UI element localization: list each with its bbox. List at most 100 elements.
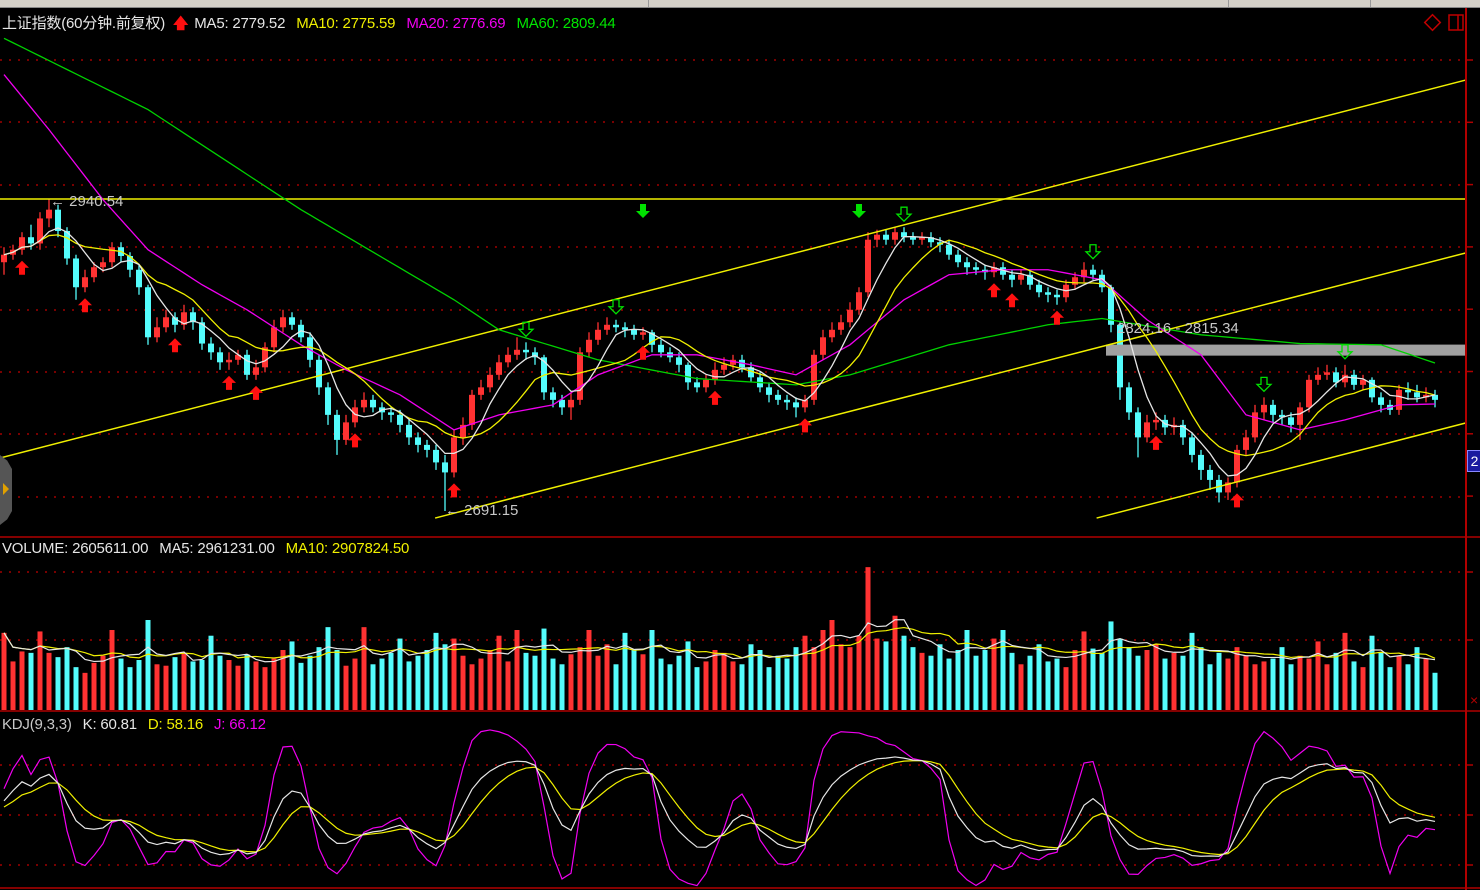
- candle-body: [766, 387, 772, 395]
- candle-body: [1045, 292, 1051, 295]
- candle-body: [730, 359, 736, 365]
- candle-body: [865, 239, 871, 293]
- candle: [262, 342, 268, 373]
- sell-hollow-arrow-icon: [895, 206, 913, 223]
- candle-body: [1225, 482, 1231, 493]
- volume-bar: [226, 660, 232, 710]
- volume-bar: [721, 652, 727, 710]
- volume-bar: [919, 652, 925, 710]
- volume-bar: [1, 632, 7, 710]
- axis-badge[interactable]: 2: [1467, 450, 1480, 472]
- volume-bar: [676, 655, 682, 710]
- candle-body: [955, 254, 961, 263]
- candle-body: [658, 344, 664, 353]
- candle: [406, 419, 412, 445]
- volume-bar: [559, 664, 565, 710]
- volume-bar: [1234, 647, 1240, 710]
- kdj-panel-header: KDJ(9,3,3) K: 60.81 D: 58.16 J: 66.12: [2, 716, 273, 733]
- candle-body: [1252, 412, 1258, 438]
- candle-body: [226, 359, 232, 363]
- ma20-line: [3, 74, 1436, 431]
- volume-bar: [1126, 647, 1132, 710]
- volume-bar: [901, 635, 907, 710]
- candle-body: [1270, 404, 1276, 415]
- candle-body: [1351, 374, 1357, 385]
- kdj-d-value: D: 58.16: [147, 716, 204, 733]
- candle: [1288, 412, 1294, 433]
- candle-body: [82, 277, 88, 288]
- volume-bar: [181, 652, 187, 710]
- candle-body: [73, 258, 79, 288]
- candle-body: [1405, 389, 1411, 393]
- volume-bar: [1045, 661, 1051, 710]
- candle-body: [343, 422, 349, 440]
- volume-bar: [1369, 635, 1375, 710]
- candle-body: [568, 399, 574, 408]
- candle-body: [1000, 267, 1006, 275]
- volume-bar: [1270, 658, 1276, 710]
- candle-body: [154, 327, 160, 338]
- window-toggle-icon[interactable]: [1448, 14, 1464, 31]
- volume-ma10-value: MA10: 2907824.50: [285, 540, 410, 557]
- volume-bar: [685, 641, 691, 710]
- candle-body: [1009, 274, 1015, 280]
- volume-bar: [1423, 658, 1429, 710]
- volume-bar: [487, 650, 493, 710]
- diamond-icon[interactable]: [1423, 13, 1442, 32]
- candle-body: [181, 312, 187, 325]
- volume-bar: [586, 630, 592, 710]
- volume-bar: [973, 655, 979, 710]
- volume-bar: [1099, 652, 1105, 710]
- candle: [1081, 262, 1087, 283]
- candle: [1126, 382, 1132, 420]
- candle: [1036, 279, 1042, 298]
- volume-bar: [388, 652, 394, 710]
- low-price-label: ← 2691.15: [445, 502, 519, 519]
- candle-body: [397, 414, 403, 425]
- volume-bar: [964, 630, 970, 710]
- candle: [1, 247, 7, 275]
- candle: [64, 227, 70, 265]
- candle: [1315, 367, 1321, 385]
- candle: [487, 367, 493, 393]
- candle: [892, 227, 898, 245]
- candle: [154, 317, 160, 343]
- candle-body: [127, 255, 133, 270]
- candle-body: [469, 394, 475, 425]
- volume-bar: [730, 661, 736, 710]
- candle: [37, 212, 43, 250]
- candle: [19, 232, 25, 255]
- candle-body: [496, 362, 502, 375]
- expand-arrow-icon: [3, 483, 9, 495]
- candle-body: [1144, 422, 1150, 438]
- candle-body: [505, 354, 511, 363]
- candle-body: [901, 232, 907, 238]
- volume-bar: [271, 658, 277, 710]
- left-panel-toggle[interactable]: [0, 455, 12, 525]
- candle: [1261, 397, 1267, 420]
- candle: [1225, 477, 1231, 500]
- volume-bar: [145, 620, 151, 710]
- candle: [1045, 287, 1051, 303]
- candle: [1000, 262, 1006, 280]
- candle: [370, 394, 376, 413]
- candle-body: [1072, 277, 1078, 285]
- volume-bar: [1351, 661, 1357, 710]
- volume-bar: [1252, 664, 1258, 710]
- candle-body: [685, 364, 691, 383]
- volume-bar: [154, 664, 160, 710]
- candle: [919, 232, 925, 245]
- candle: [73, 254, 79, 300]
- candle: [280, 309, 286, 333]
- buy-arrow-icon: [708, 390, 722, 405]
- high-price-value: 2940.54: [69, 193, 124, 210]
- volume-bar: [838, 644, 844, 710]
- candle-body: [280, 317, 286, 328]
- candle-body: [145, 287, 151, 338]
- volume-bar: [829, 620, 835, 710]
- candle: [1207, 464, 1213, 490]
- volume-bar: [757, 650, 763, 710]
- buy-arrow-icon: [15, 260, 29, 275]
- volume-bar: [100, 655, 106, 710]
